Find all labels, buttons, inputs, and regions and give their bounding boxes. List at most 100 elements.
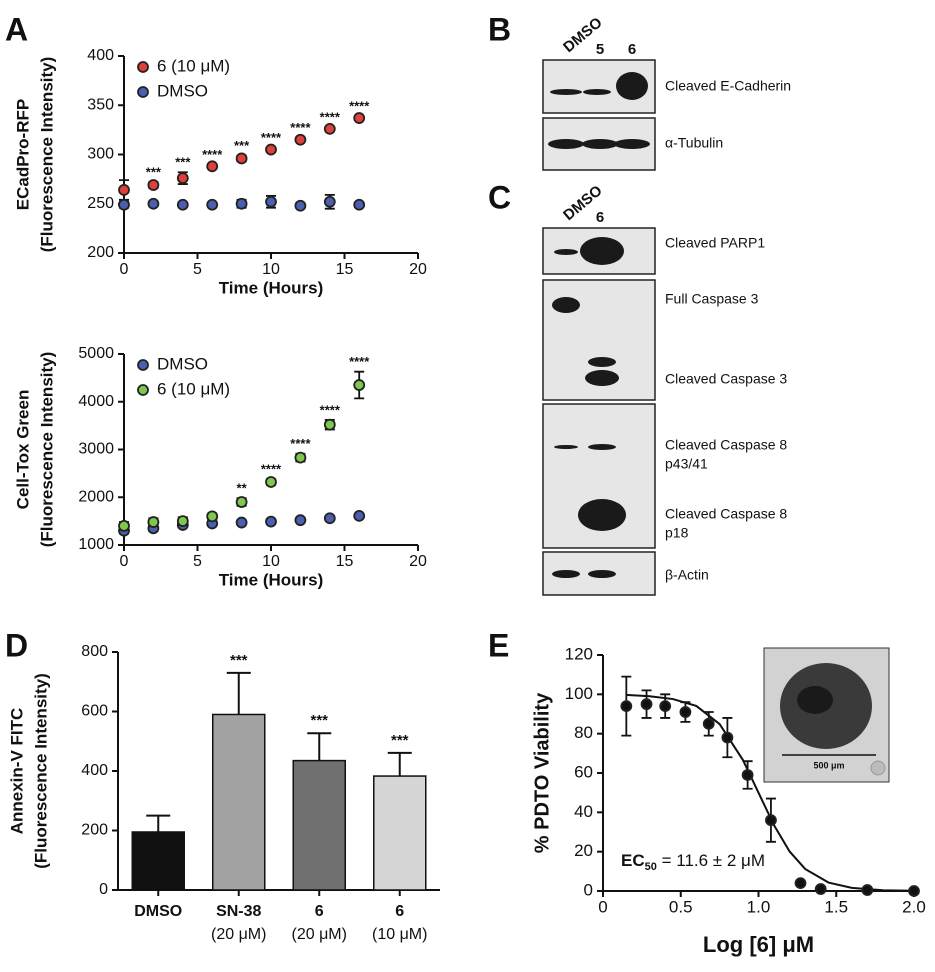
significance-label: **** xyxy=(290,436,311,451)
y-tick-label: 40 xyxy=(574,802,593,821)
x-tick-label: 5 xyxy=(193,261,202,278)
panel-letter: A xyxy=(5,11,28,47)
error-bar xyxy=(307,732,332,761)
blot-label: α-Tubulin xyxy=(665,135,723,151)
blot-band xyxy=(578,499,626,531)
blot-band xyxy=(585,370,619,386)
x-tick-label: SN-38 xyxy=(216,903,261,920)
data-point xyxy=(353,198,366,211)
data-point xyxy=(620,700,633,713)
data-point xyxy=(206,160,219,173)
x-tick-label: 20 xyxy=(409,553,427,570)
x-tick-label: 0 xyxy=(120,261,129,278)
data-point xyxy=(353,112,366,124)
blot-band xyxy=(583,89,611,95)
x-tick-label: 20 xyxy=(409,261,427,278)
data-point xyxy=(721,731,734,744)
blot-label: Cleaved E-Cadherin xyxy=(665,78,791,94)
x-tick-label: 15 xyxy=(336,261,354,278)
blot-band xyxy=(554,249,578,255)
data-point xyxy=(206,510,219,523)
data-point xyxy=(353,379,366,391)
data-point xyxy=(294,199,307,212)
y-tick-label: 400 xyxy=(87,47,114,64)
data-point xyxy=(294,514,307,527)
x-axis-label: Log [6] μM xyxy=(703,932,814,957)
data-point xyxy=(118,198,130,211)
y-tick-label: 0 xyxy=(99,881,108,898)
data-point xyxy=(679,706,692,718)
blot-label: p43/41 xyxy=(665,456,708,472)
y-tick-label: 3000 xyxy=(78,441,114,458)
data-point xyxy=(323,512,336,525)
y-tick-label: 1000 xyxy=(78,536,114,553)
data-point xyxy=(235,516,248,529)
data-point xyxy=(659,700,672,713)
blot-label: p18 xyxy=(665,525,689,541)
significance-label: **** xyxy=(349,99,370,114)
data-point xyxy=(640,698,653,711)
significance-label: *** xyxy=(391,732,409,749)
y-tick-label: 80 xyxy=(574,723,593,742)
data-point xyxy=(702,717,715,730)
x-axis-label: Time (Hours) xyxy=(219,278,324,297)
blot-band xyxy=(588,444,616,450)
y-tick-label: 400 xyxy=(81,762,108,779)
bar xyxy=(212,713,266,891)
legend-label: 6 (10 μM) xyxy=(157,379,230,398)
blot-band xyxy=(580,237,624,265)
x-tick-note: (20 μM) xyxy=(211,926,266,943)
blot-band xyxy=(588,570,616,578)
ec50-value: = 11.6 ± 2 μM xyxy=(657,851,765,870)
x-tick-label: DMSO xyxy=(134,903,182,920)
data-point xyxy=(235,496,248,508)
legend-label: 6 (10 μM) xyxy=(157,56,230,75)
data-point xyxy=(235,197,248,210)
data-point xyxy=(265,195,277,208)
blot-band xyxy=(552,297,580,313)
y-tick-label: 350 xyxy=(87,96,114,113)
x-tick-label: 15 xyxy=(336,553,354,570)
panel-letter: E xyxy=(488,627,509,663)
data-point xyxy=(235,152,248,165)
x-tick-label: 0 xyxy=(120,553,129,570)
data-point xyxy=(323,195,336,208)
y-tick-label: 600 xyxy=(81,703,108,720)
significance-label: **** xyxy=(261,130,282,145)
y-tick-label: 200 xyxy=(81,822,108,839)
data-point xyxy=(118,184,130,196)
y-tick-label: 800 xyxy=(81,643,108,660)
blot-band xyxy=(616,72,648,100)
data-point xyxy=(323,418,336,431)
y-tick-label: 5000 xyxy=(78,345,114,362)
data-point xyxy=(176,515,189,528)
debris xyxy=(870,760,886,776)
ec50-subscript: 50 xyxy=(645,861,657,873)
blot-band xyxy=(582,139,618,149)
x-axis-label: Time (Hours) xyxy=(219,570,324,589)
significance-label: *** xyxy=(146,165,162,180)
x-tick-label: 5 xyxy=(193,553,202,570)
ec50-text: EC xyxy=(621,851,645,870)
y-tick-label: 4000 xyxy=(78,393,114,410)
x-tick-label: 2.0 xyxy=(902,897,926,916)
x-tick-label: 1.5 xyxy=(824,897,848,916)
blot-label: Full Caspase 3 xyxy=(665,291,759,307)
spheroid-core xyxy=(797,686,833,714)
blot-label: Cleaved Caspase 8 xyxy=(665,506,787,522)
significance-label: **** xyxy=(320,402,341,417)
data-point xyxy=(861,884,874,896)
bar xyxy=(131,831,185,891)
error-bar xyxy=(146,814,171,832)
y-axis-label: % PDTO Viability xyxy=(531,692,553,853)
data-point xyxy=(908,885,920,897)
blot-band xyxy=(614,139,650,149)
error-bar xyxy=(387,751,412,777)
x-tick-label: 0 xyxy=(598,897,607,916)
blot-band xyxy=(588,357,616,367)
data-point xyxy=(741,769,754,781)
y-axis-label: Cell-Tox Green xyxy=(13,390,32,510)
blot-band xyxy=(550,89,582,95)
scale-bar-label: 500 μm xyxy=(813,760,844,770)
